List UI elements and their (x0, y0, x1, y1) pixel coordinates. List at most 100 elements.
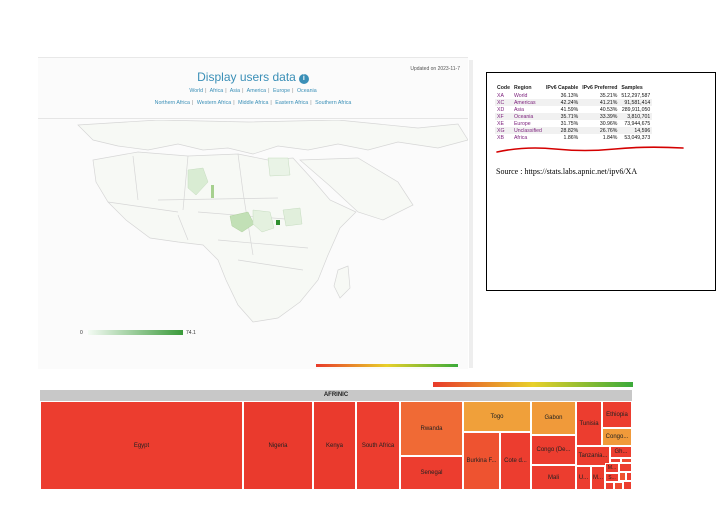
col-preferred: IPv6 Preferred (582, 85, 618, 91)
subregion-link-southern-africa[interactable]: Southern Africa (315, 100, 352, 106)
treemap-cell-small[interactable] (610, 458, 621, 463)
cell-samples: 512,297,587 (621, 92, 651, 99)
country-ethiopia-shape (282, 207, 303, 227)
treemap-cell-cote-divoire[interactable]: Cote d... (500, 432, 531, 490)
subregion-link-middle-africa[interactable]: Middle Africa (238, 100, 269, 106)
treemap-cell-rwanda[interactable]: Rwanda (400, 401, 463, 456)
table-row: XE Europe 31.75% 30.96% 73,944,675 (495, 120, 652, 127)
region-link-america[interactable]: America (246, 88, 267, 94)
subregion-link-northern-africa[interactable]: Northern Africa (154, 100, 190, 106)
treemap-cell-congo[interactable]: Congo... (602, 428, 632, 446)
col-samples: Samples (621, 85, 643, 91)
cell-samples: 91,581,414 (619, 99, 653, 106)
cell-region: Asia (513, 106, 525, 113)
region-link-oceania[interactable]: Oceania (296, 88, 317, 94)
region-link-europe[interactable]: Europe (272, 88, 291, 94)
table-row: XA World 36.13% 35.21% 512,297,587 (495, 92, 652, 99)
region-link-world[interactable]: World (189, 88, 204, 94)
treemap-cell-small[interactable] (621, 458, 632, 463)
treemap-cell-small[interactable] (623, 481, 632, 490)
cell-preferred: 40.53% (599, 106, 618, 113)
cell-capable: 31.75% (560, 120, 579, 127)
treemap-cell-small[interactable] (605, 482, 614, 490)
cell-code: XD (497, 106, 505, 113)
treemap-cell-nigeria[interactable]: Nigeria (243, 401, 313, 490)
region-links: World | Africa | Asia | America | Europe | Oc… (189, 88, 317, 94)
table-row: XD Asia 41.59% 40.53% 289,911,050 (495, 106, 652, 113)
treemap-cell-ethiopia[interactable]: Ethiopia (602, 401, 632, 428)
cell-code: XA (497, 92, 504, 99)
table-row: XC Americas 42.24% 41.21% 91,581,414 (495, 99, 653, 106)
treemap-cell-small[interactable] (614, 482, 623, 490)
cell-capable: 1.86% (563, 134, 579, 141)
treemap-cell-tunisia[interactable]: Tunisia (576, 401, 602, 446)
treemap-cell-small[interactable] (626, 472, 632, 481)
info-icon[interactable]: i (298, 74, 309, 84)
country-rwanda-shape (276, 220, 280, 225)
legend-min: 0 (80, 330, 83, 336)
subregion-link-eastern-africa[interactable]: Eastern Africa (275, 100, 309, 106)
table-row: XB Africa 1.86% 1.84% 53,049,373 (495, 134, 652, 141)
map-divider (38, 118, 468, 119)
madagascar-shape (333, 265, 351, 299)
ipv6-stats-box: Code Region IPv6 Capable IPv6 Preferred … (486, 72, 716, 291)
cell-capable: 36.13% (560, 92, 579, 99)
cell-code: XF (495, 113, 512, 120)
treemap-cell-congo-drc[interactable]: Congo (De... (531, 435, 576, 465)
updated-date: Updated on 2023-11-7 (410, 66, 460, 72)
ipv6-stats-table: Code Region IPv6 Capable IPv6 Preferred … (495, 85, 653, 141)
africa-shape (92, 151, 357, 323)
cell-code: XE (497, 120, 504, 127)
arabia-shape (299, 157, 414, 221)
treemap-cell-small[interactable] (619, 463, 632, 472)
map-title: Display users data i (38, 70, 468, 84)
cell-preferred: 35.21% (599, 92, 618, 99)
country-egypt-shape (267, 157, 291, 177)
region-link-africa[interactable]: Africa (209, 88, 224, 94)
treemap-cell-tanzania[interactable]: Tanzania... (576, 446, 610, 466)
cell-samples: 3,810,701 (619, 113, 653, 120)
subregion-link-western-africa[interactable]: Western Africa (196, 100, 232, 106)
treemap-cell-south-africa[interactable]: South Africa (356, 401, 400, 490)
europe-shape (77, 120, 468, 155)
color-scale-bar (316, 364, 458, 367)
cell-region: World (513, 92, 528, 99)
source-caption: Source : https://stats.labs.apnic.net/ip… (496, 167, 638, 176)
afrinic-treemap: Egypt Nigeria Kenya South Africa Rwanda … (40, 401, 632, 490)
ipv6-map-panel: Updated on 2023-11-7 Display users data i… (38, 57, 468, 369)
cell-preferred: 33.39% (580, 113, 620, 120)
treemap-cell-sudan[interactable]: S... (605, 473, 619, 482)
treemap-cell-ghana[interactable]: Gh... (610, 446, 632, 458)
treemap-cell-small[interactable] (619, 472, 626, 481)
cell-samples: 53,049,373 (624, 134, 651, 141)
red-underline-annotation (496, 146, 684, 153)
treemap-cell-burkina-faso[interactable]: Burkina F... (463, 432, 500, 490)
treemap-cell-mali[interactable]: Mali (531, 465, 576, 490)
table-row: XF Oceania 35.71% 33.39% 3,810,701 (495, 113, 653, 120)
africa-map[interactable] (38, 120, 468, 325)
treemap-color-scale (433, 382, 633, 387)
country-togo-shape (211, 185, 214, 198)
treemap-cell-kenya[interactable]: Kenya (313, 401, 356, 490)
cell-code: XC (495, 99, 512, 106)
region-link-asia[interactable]: Asia (229, 88, 241, 94)
cell-code: XB (497, 134, 504, 141)
treemap-title: AFRINIC (40, 390, 632, 401)
map-title-text: Display users data (197, 70, 296, 84)
treemap-cell-uganda[interactable]: U... (576, 466, 591, 490)
treemap-cell-egypt[interactable]: Egypt (40, 401, 243, 490)
subregion-links: Northern Africa | Western Africa | Middle … (154, 100, 352, 106)
cell-samples: 289,911,050 (621, 106, 651, 113)
cell-preferred: 30.96% (599, 120, 618, 127)
col-code: Code (497, 85, 510, 91)
treemap-cell-togo[interactable]: Togo (463, 401, 531, 432)
treemap-cell-morocco[interactable]: M... (591, 466, 605, 490)
table-header-row: Code Region IPv6 Capable IPv6 Preferred … (495, 85, 652, 92)
treemap-cell-senegal[interactable]: Senegal (400, 456, 463, 490)
cell-samples: 14,596 (619, 127, 653, 134)
country-mali-shape (187, 167, 209, 196)
treemap-cell-mauritius[interactable]: M... (605, 463, 619, 473)
col-capable: IPv6 Capable (545, 85, 579, 91)
cell-region: Oceania (511, 113, 544, 120)
treemap-cell-gabon[interactable]: Gabon (531, 401, 576, 435)
